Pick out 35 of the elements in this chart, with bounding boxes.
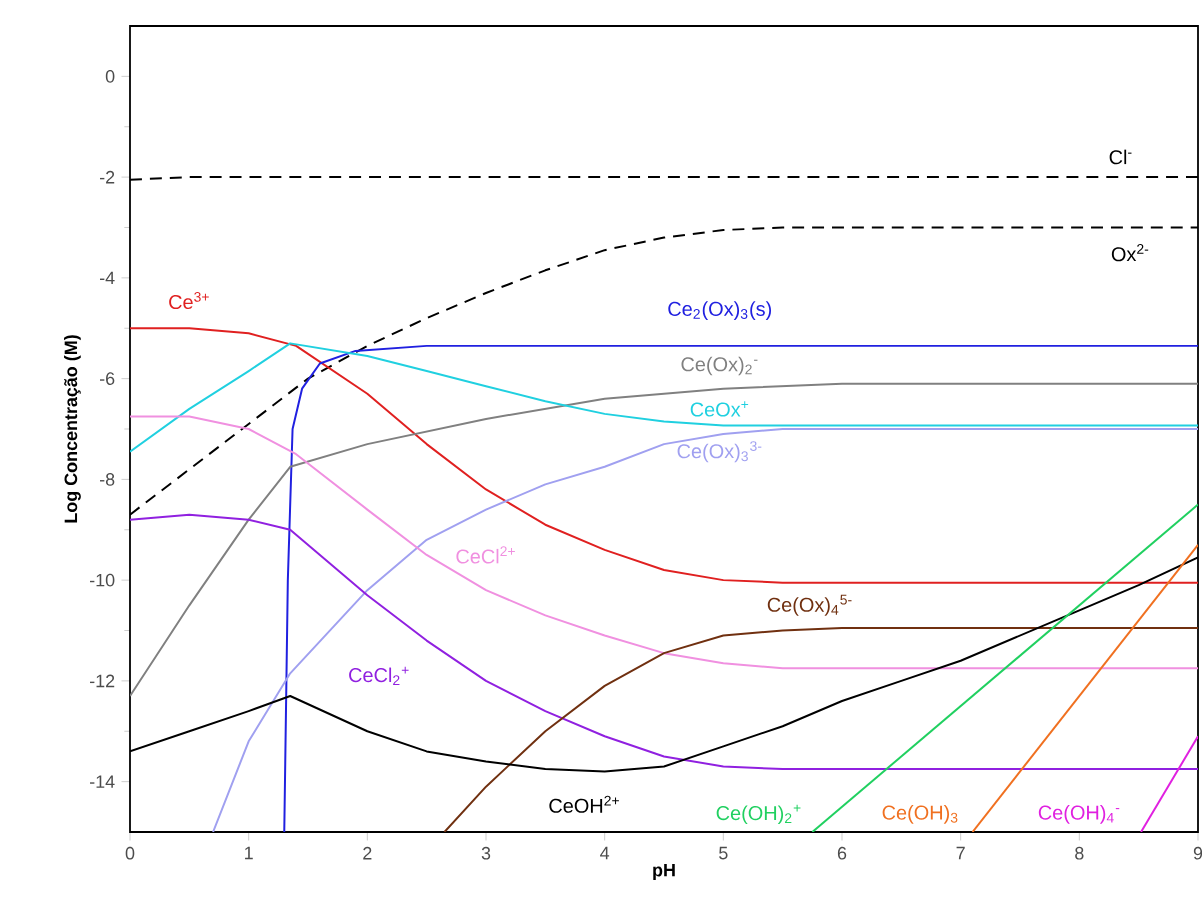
x-tick-label: 4 [600, 846, 610, 860]
line-series [130, 382, 1198, 697]
y-tick-label: -14 [90, 775, 115, 788]
y-tick-label: -6 [99, 372, 115, 385]
y-tick-label: -2 [99, 170, 115, 184]
line-series [130, 415, 1198, 670]
y-tick-label: -8 [99, 473, 115, 486]
y-tick-label: 0 [105, 70, 115, 83]
y-tick-label: -4 [99, 271, 115, 285]
x-tick-label: 7 [956, 846, 965, 860]
series-label: CeOx$^{+}$ [690, 401, 749, 417]
line-series [283, 344, 1198, 832]
line-series [212, 428, 1198, 832]
x-tick-label: 3 [481, 846, 491, 860]
y-tick-label: -10 [90, 573, 115, 587]
series-label: Ce(OH)$_{3}$ [882, 805, 958, 824]
series-label: CeCl$^{2+}$ [456, 546, 515, 564]
x-tick-label: 6 [837, 846, 847, 860]
line-series [130, 513, 1198, 771]
series-label: Ce$^{3+}$ [169, 291, 209, 310]
x-tick-label: 8 [1075, 846, 1084, 860]
series-label: CeOH$^{2+}$ [549, 795, 619, 813]
x-tick-label: 0 [125, 846, 135, 860]
x-tick-label: 1 [245, 846, 253, 860]
series-label: Cl$^{-}$ [1109, 149, 1132, 165]
y-tick-label: -12 [90, 674, 115, 688]
x-axis-title: pH [653, 863, 675, 881]
line-series [130, 327, 1198, 584]
series-label: Ce$_{2}$(Ox)$_{3}$(s) [668, 301, 772, 320]
x-tick-label: 5 [719, 846, 728, 860]
series-label: Ox$^{2-}$ [1111, 244, 1149, 262]
y-axis-title: Log Concentração (M) [64, 335, 81, 523]
x-tick-label: 2 [363, 846, 372, 860]
line-series [443, 626, 1198, 832]
x-tick-label: 9 [1193, 846, 1202, 860]
